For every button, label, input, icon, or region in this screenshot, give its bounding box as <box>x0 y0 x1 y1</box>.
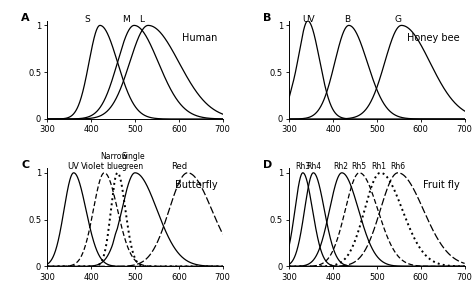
Text: Rh4: Rh4 <box>306 162 321 171</box>
Text: Rh5: Rh5 <box>351 162 366 171</box>
Text: B: B <box>263 13 271 23</box>
Text: L: L <box>139 15 144 23</box>
Text: Single
green: Single green <box>121 152 145 171</box>
Text: M: M <box>122 15 130 23</box>
Text: B: B <box>344 15 350 23</box>
Text: Rh6: Rh6 <box>391 162 405 171</box>
Text: UV: UV <box>67 162 79 171</box>
Text: Honey bee: Honey bee <box>407 33 459 43</box>
Text: Rh3: Rh3 <box>295 162 310 171</box>
Text: Red: Red <box>171 162 187 171</box>
Text: Rh2: Rh2 <box>334 162 348 171</box>
Text: G: G <box>394 15 401 23</box>
Text: Human: Human <box>182 33 218 43</box>
Text: Rh1: Rh1 <box>371 162 386 171</box>
Text: A: A <box>21 13 30 23</box>
Text: Violet: Violet <box>82 162 105 171</box>
Text: S: S <box>84 15 90 23</box>
Text: D: D <box>263 160 272 170</box>
Text: UV: UV <box>302 15 315 23</box>
Text: C: C <box>21 160 29 170</box>
Text: Butterfly: Butterfly <box>175 180 218 190</box>
Text: Narrow
blue: Narrow blue <box>100 152 128 171</box>
Text: Fruit fly: Fruit fly <box>422 180 459 190</box>
